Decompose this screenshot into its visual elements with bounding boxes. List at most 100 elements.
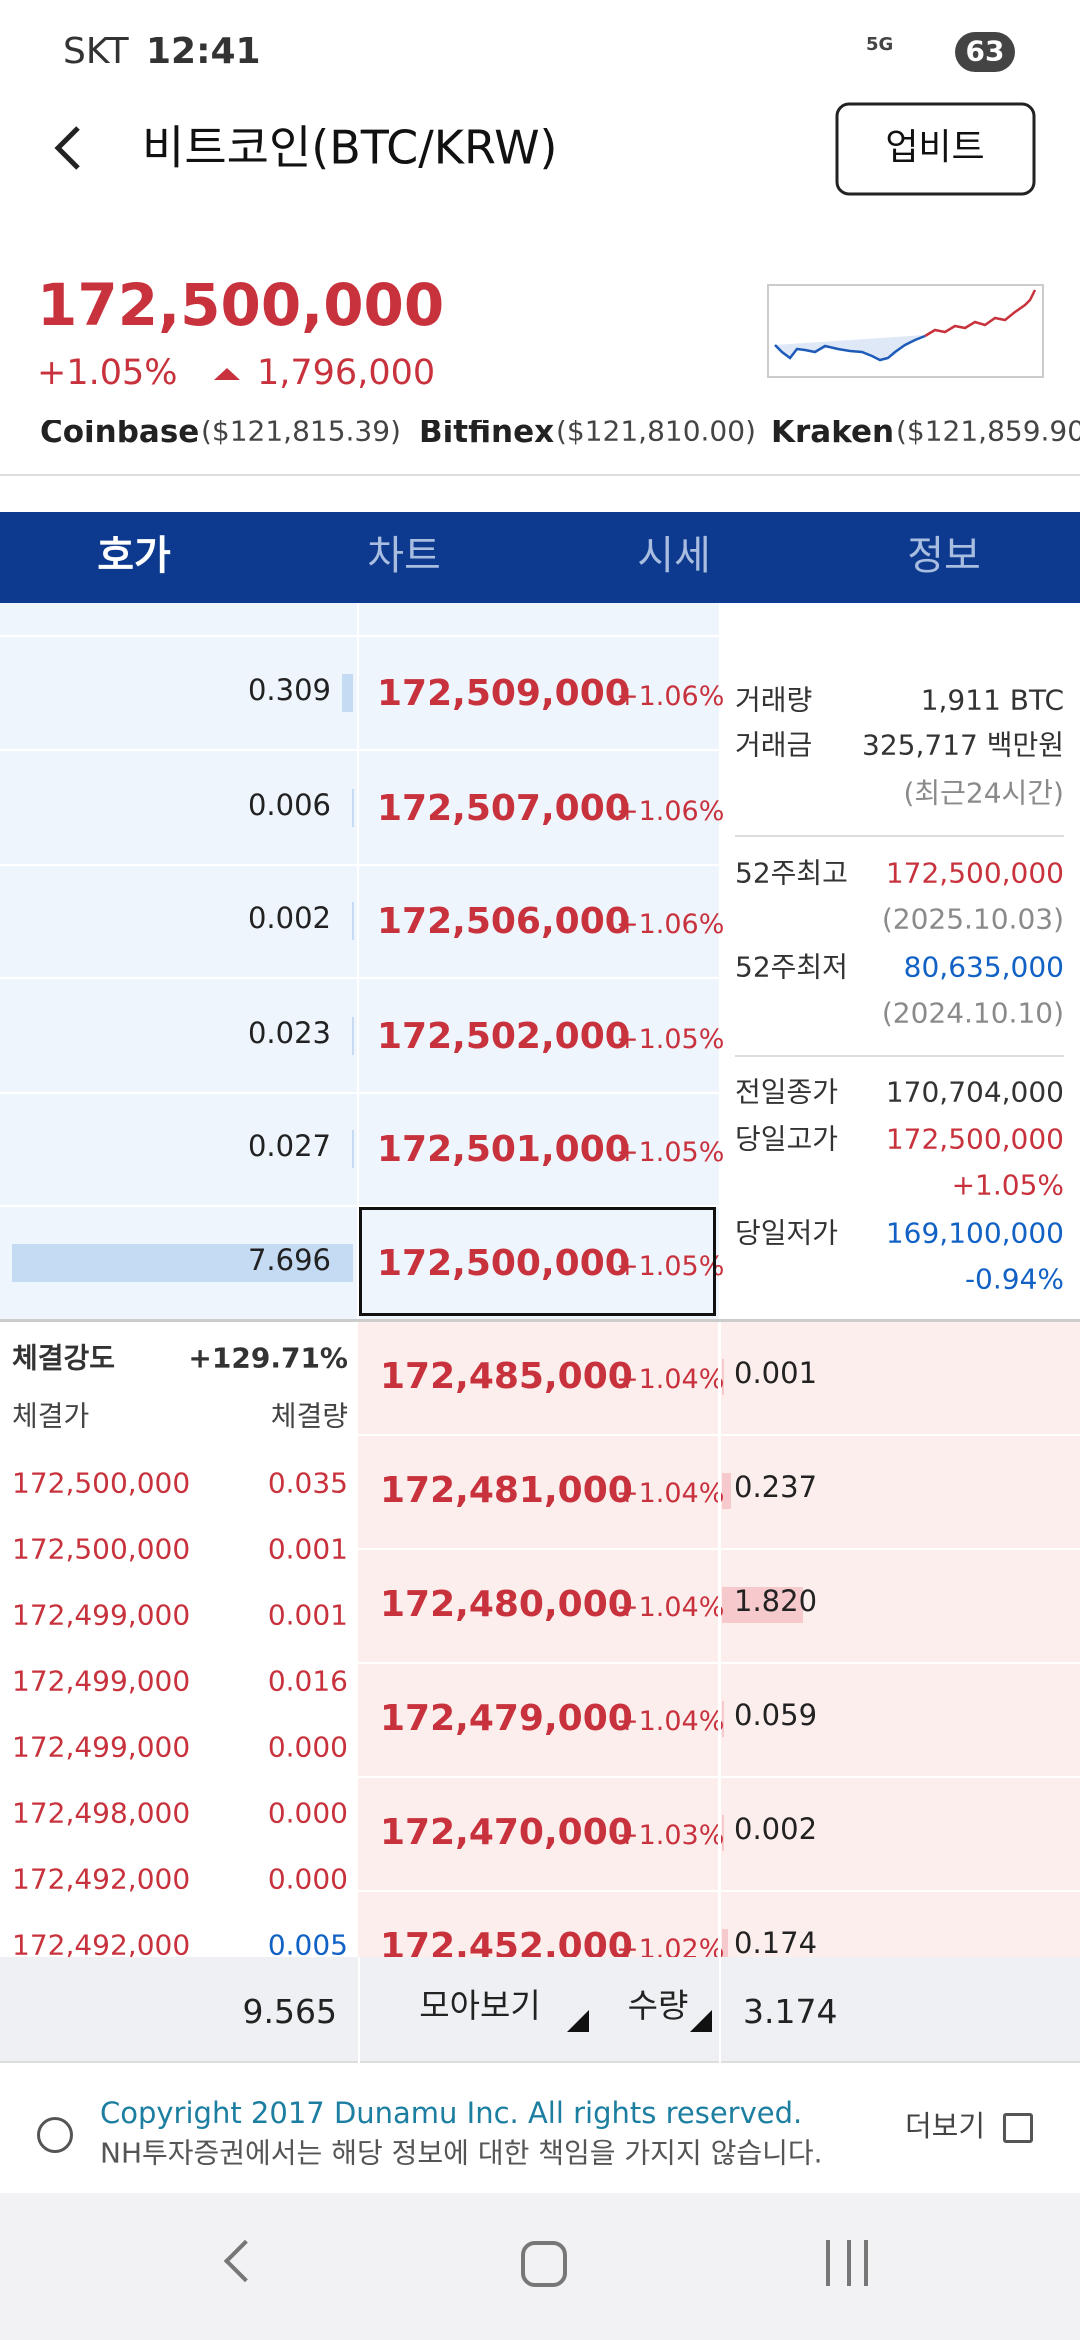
totals-bar: [0, 1957, 1080, 2063]
bid-rate: +1.04%: [616, 1364, 725, 1396]
page-title: 비트코인(BTC/KRW): [142, 120, 558, 175]
bid-price: 172,485,000: [380, 1356, 633, 1398]
bid-total: 3.174: [743, 1991, 838, 2031]
ask-qty-bar: [352, 902, 354, 940]
info-bg: [719, 603, 1080, 1319]
trade-price: 172,499,000: [12, 1598, 191, 1632]
clock: 12:41: [146, 31, 261, 73]
bid-price: 172,481,000: [380, 1470, 633, 1512]
bid-qty: 1.820: [734, 1584, 818, 1619]
totals-divider: [719, 1957, 721, 2063]
trade-qty-header: 체결량: [270, 1399, 348, 1433]
change-amount: 1,796,000: [257, 352, 436, 393]
unit-button[interactable]: 수량: [627, 1985, 689, 2025]
info-value: (2025.10.03): [881, 902, 1064, 936]
change-rate: +1.05%: [37, 352, 178, 393]
trade-qty: 0.016: [267, 1664, 348, 1698]
current-price: 172,500,000: [37, 271, 445, 340]
bid-price: 172,470,000: [380, 1812, 633, 1854]
info-value: 325,717 백만원: [862, 728, 1064, 762]
exchange-name: Coinbase: [40, 420, 200, 450]
group-button[interactable]: 모아보기: [419, 1985, 541, 2025]
battery-level: 63: [965, 34, 1005, 68]
ask-qty: 0.002: [247, 901, 331, 936]
trade-price: 172,500,000: [12, 1466, 191, 1500]
trade-qty: 0.005: [267, 1928, 348, 1962]
info-value: -0.94%: [964, 1262, 1064, 1296]
ask-qty-bar: [342, 674, 353, 712]
exchange-button[interactable]: [835, 102, 1036, 196]
bid-qty: 0.059: [734, 1698, 818, 1733]
ask-qty: 0.006: [247, 788, 331, 823]
ask-row: [0, 752, 719, 866]
info-value: 1,911 BTC: [920, 683, 1064, 717]
ask-qty-bar: [352, 1130, 354, 1168]
exchange-name: Bitfinex: [419, 420, 555, 450]
ask-qty: 0.027: [247, 1129, 331, 1164]
info-value: (2024.10.10): [881, 996, 1064, 1030]
ask-rate: +1.06%: [616, 796, 725, 828]
info-label: 당일저가: [735, 1216, 839, 1250]
bid-qty: 0.174: [734, 1926, 818, 1961]
more-link[interactable]: 더보기: [905, 2109, 986, 2144]
sparkline-up: [924, 289, 1037, 338]
bid-qty: 0.001: [734, 1356, 818, 1391]
col-divider: [357, 603, 359, 1957]
tab[interactable]: 시세: [637, 533, 711, 579]
ask-price: 172,506,000: [377, 901, 630, 943]
info-label: 52주최고: [735, 856, 848, 890]
ask-qty-bar: [352, 1017, 354, 1055]
ask-row: [0, 637, 719, 751]
trade-qty: 0.000: [267, 1730, 348, 1764]
trade-qty: 0.001: [267, 1598, 348, 1632]
ask-row: [0, 980, 719, 1094]
exchange-name: Kraken: [771, 420, 895, 450]
ask-rate: +1.06%: [616, 681, 725, 713]
info-value: 172,500,000: [885, 856, 1064, 890]
ask-row: [0, 1093, 719, 1207]
bid-price: 172,479,000: [380, 1698, 633, 1740]
totals-divider: [358, 1957, 360, 2063]
bid-rate: +1.04%: [616, 1478, 725, 1510]
copyright: Copyright 2017 Dunamu Inc. All rights re…: [100, 2096, 803, 2131]
trade-qty: 0.035: [267, 1466, 348, 1500]
strip-divider: [0, 474, 1080, 476]
tab[interactable]: 차트: [367, 533, 441, 579]
trade-price: 172,499,000: [12, 1664, 191, 1698]
trade-qty: 0.000: [267, 1796, 348, 1830]
bid-qty-bar: [722, 1473, 731, 1509]
bid-qty: 0.002: [734, 1812, 818, 1847]
trade-qty: 0.000: [267, 1862, 348, 1896]
ask-price: 172,502,000: [377, 1016, 630, 1058]
info-label: 전일종가: [735, 1075, 839, 1109]
ask-price: 172,509,000: [377, 673, 630, 715]
info-value: +1.05%: [951, 1168, 1064, 1202]
nav-home: [521, 2241, 567, 2287]
bid-qty: 0.237: [734, 1470, 818, 1505]
info-label: 52주최저: [735, 950, 848, 984]
tab[interactable]: 정보: [907, 533, 981, 579]
info-divider: [735, 835, 1064, 837]
ask-rate: +1.05%: [616, 1024, 725, 1056]
ask-bg-left: [0, 603, 358, 1319]
nav-bar: [0, 2193, 1080, 2340]
back-icon[interactable]: [54, 126, 80, 170]
ask-qty: 0.023: [247, 1016, 331, 1051]
trade-price: 172,498,000: [12, 1796, 191, 1830]
exchange-strip: Coinbase ($121,815.39) Bitfinex ($121,810.0…: [0, 420, 1080, 512]
tab[interactable]: 호가: [97, 533, 171, 579]
ask-rate: +1.05%: [616, 1251, 725, 1283]
ask-rate: +1.05%: [616, 1137, 725, 1169]
bid-qty-bar: [722, 1701, 724, 1737]
strength-label: 체결강도: [12, 1341, 116, 1375]
sparkline-down: [774, 334, 926, 362]
bid-rate: +1.04%: [616, 1706, 725, 1738]
ask-price: 172,507,000: [377, 788, 630, 830]
ask-total: 9.565: [242, 1991, 337, 2031]
bid-col-divider: [718, 1322, 721, 1957]
bid-qty-bar: [722, 1587, 803, 1623]
bid-qty-bar: [722, 1359, 724, 1395]
exchange-price: ($121,859.90): [896, 420, 1080, 448]
current-price-box: [359, 1207, 716, 1316]
exchange-button-label[interactable]: 업비트: [885, 127, 985, 169]
